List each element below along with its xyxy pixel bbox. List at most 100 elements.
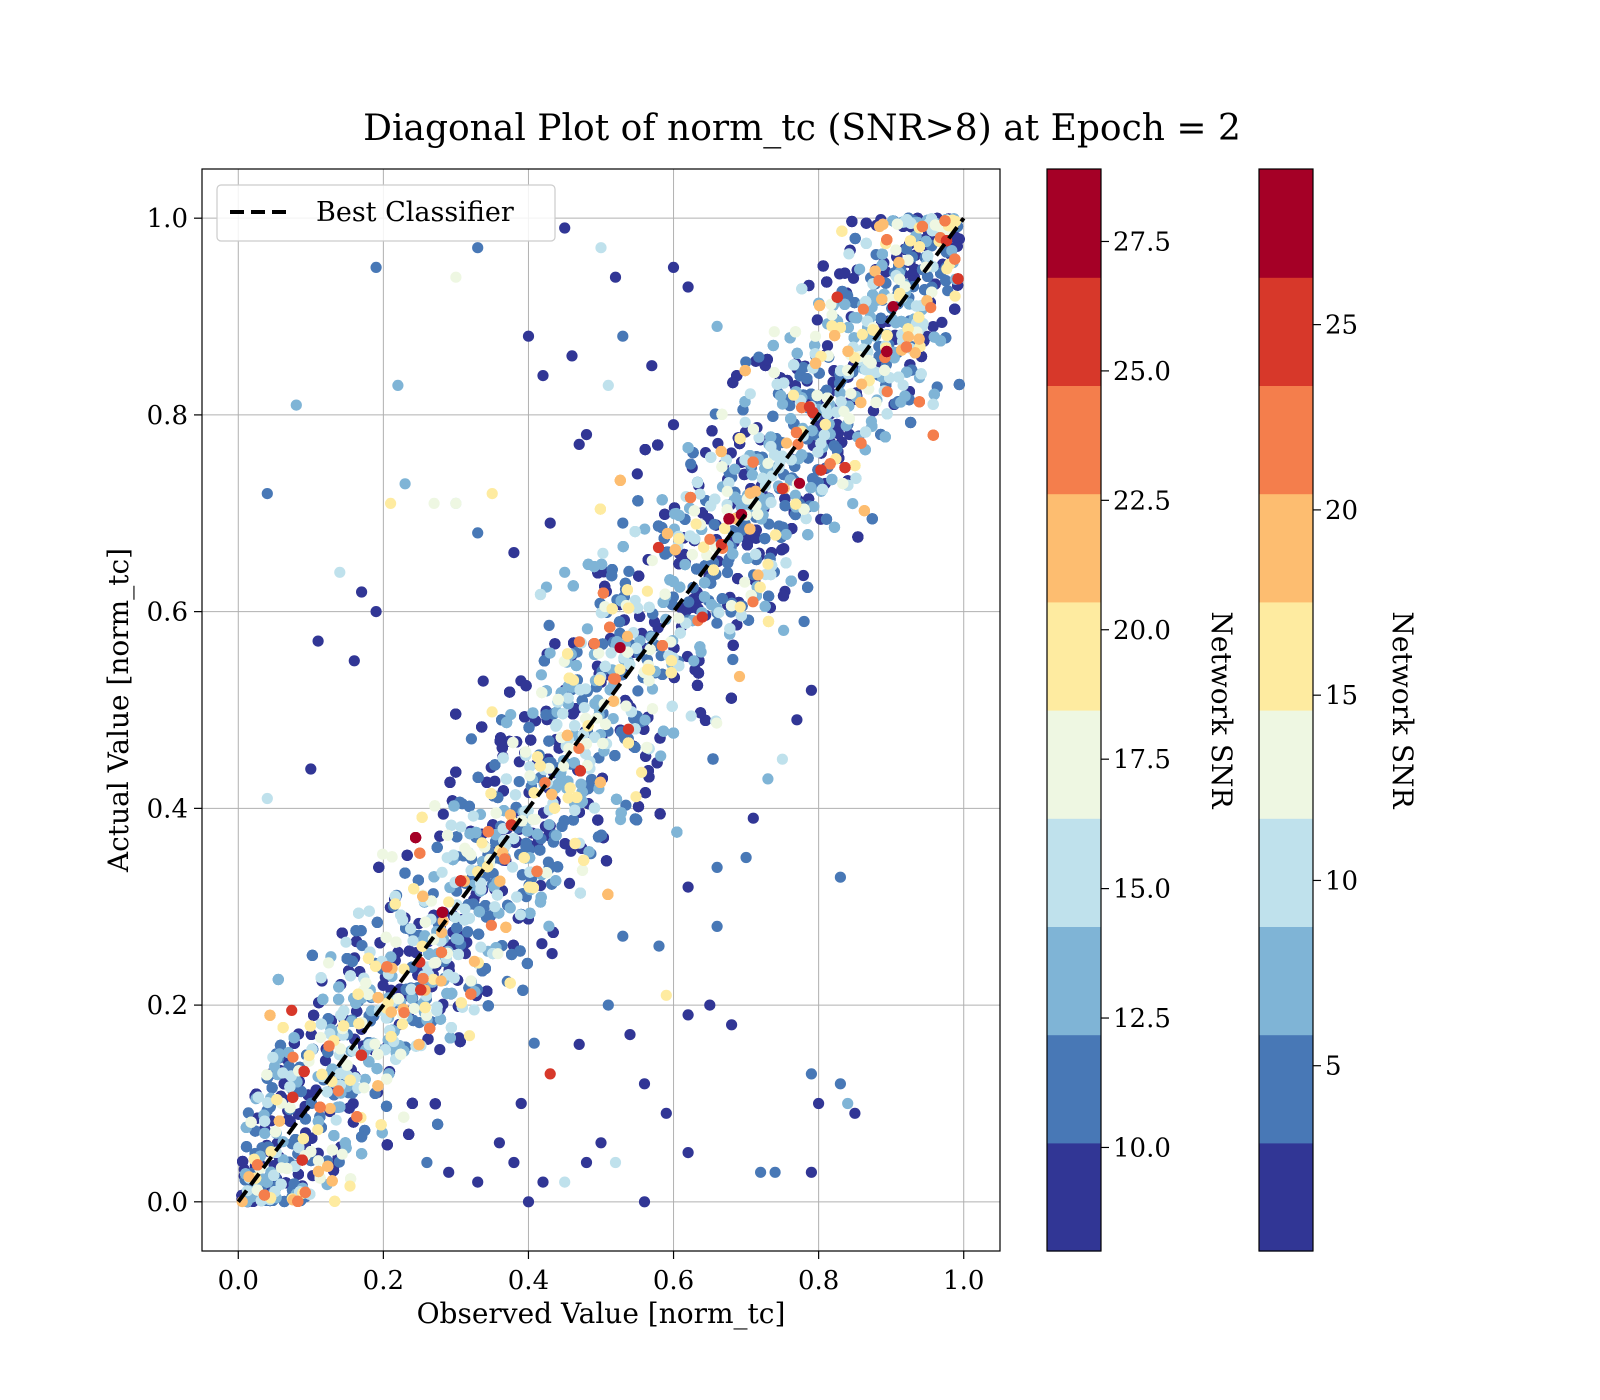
data-point xyxy=(667,419,680,431)
data-point xyxy=(769,1166,781,1178)
data-point xyxy=(922,250,934,262)
data-point xyxy=(666,700,678,712)
data-point xyxy=(473,928,485,940)
data-point xyxy=(573,1038,585,1050)
data-point xyxy=(462,926,474,938)
data-point xyxy=(899,390,911,402)
data-point xyxy=(344,970,356,982)
data-point xyxy=(549,638,561,650)
data-point xyxy=(614,814,627,826)
data-point xyxy=(470,826,482,839)
data-point xyxy=(434,1013,447,1025)
data-point xyxy=(791,347,803,359)
data-point xyxy=(237,1155,249,1168)
data-point xyxy=(624,1029,636,1041)
data-point xyxy=(609,1156,622,1169)
data-point xyxy=(805,1068,818,1080)
data-point xyxy=(538,655,551,667)
data-point xyxy=(779,500,791,512)
data-point xyxy=(524,761,536,773)
data-point xyxy=(520,840,532,853)
data-point xyxy=(573,438,585,450)
data-point xyxy=(778,543,790,555)
data-point xyxy=(761,353,773,366)
data-point xyxy=(448,800,460,812)
data-point xyxy=(370,606,382,618)
data-point xyxy=(801,373,813,385)
data-point xyxy=(843,248,855,260)
data-point xyxy=(785,413,797,425)
data-point xyxy=(707,753,719,765)
data-point xyxy=(524,907,536,919)
data-point xyxy=(785,575,797,587)
data-point xyxy=(315,972,327,984)
data-point xyxy=(732,532,744,544)
data-point xyxy=(602,999,614,1011)
data-point xyxy=(846,215,858,228)
data-point xyxy=(359,1073,371,1086)
data-point xyxy=(631,468,643,480)
data-point xyxy=(849,232,861,245)
data-point xyxy=(798,615,810,628)
data-point xyxy=(727,639,739,651)
data-point xyxy=(646,683,659,695)
data-point xyxy=(652,439,664,451)
data-point xyxy=(854,263,866,275)
data-point xyxy=(813,1097,825,1110)
data-point xyxy=(946,245,958,257)
data-point xyxy=(319,1055,332,1067)
data-point xyxy=(544,647,556,659)
data-point xyxy=(606,570,618,582)
data-point xyxy=(632,685,644,697)
data-point xyxy=(683,596,695,608)
data-point xyxy=(567,814,579,826)
data-point xyxy=(575,778,587,790)
data-point xyxy=(711,617,723,629)
data-point xyxy=(371,916,383,929)
data-point xyxy=(820,513,833,525)
data-point xyxy=(521,957,534,970)
data-point xyxy=(685,458,697,470)
data-point xyxy=(508,547,520,559)
data-point xyxy=(589,697,601,710)
data-point xyxy=(443,1166,455,1178)
data-point xyxy=(617,517,629,529)
data-point xyxy=(806,425,818,437)
data-point xyxy=(763,590,775,602)
data-point xyxy=(777,590,790,602)
data-point xyxy=(429,1098,441,1110)
data-point xyxy=(543,920,555,932)
data-point xyxy=(506,948,518,961)
data-point xyxy=(711,861,723,874)
data-point xyxy=(682,442,694,454)
data-point xyxy=(849,1107,861,1119)
data-point xyxy=(401,849,413,861)
data-point xyxy=(639,787,652,799)
data-point xyxy=(834,871,847,883)
data-point xyxy=(847,498,859,510)
data-point xyxy=(421,1156,433,1169)
data-point xyxy=(511,891,523,903)
data-point xyxy=(860,217,872,229)
data-point xyxy=(652,520,665,532)
data-point xyxy=(588,561,600,573)
data-point xyxy=(534,844,546,856)
data-point xyxy=(528,1037,540,1049)
scatter-points xyxy=(236,212,965,1208)
data-point xyxy=(852,531,864,543)
data-point xyxy=(288,1178,300,1190)
data-point xyxy=(741,552,753,565)
data-point xyxy=(399,867,411,879)
data-point xyxy=(249,1125,261,1137)
data-point xyxy=(343,1102,355,1114)
data-point xyxy=(667,727,680,739)
data-point xyxy=(654,808,666,820)
data-point xyxy=(465,733,477,745)
data-point xyxy=(261,488,273,500)
data-point xyxy=(667,261,680,273)
data-point xyxy=(890,317,902,329)
data-point xyxy=(888,352,900,364)
data-point xyxy=(450,933,462,945)
data-point xyxy=(711,920,723,933)
data-point xyxy=(504,686,516,698)
